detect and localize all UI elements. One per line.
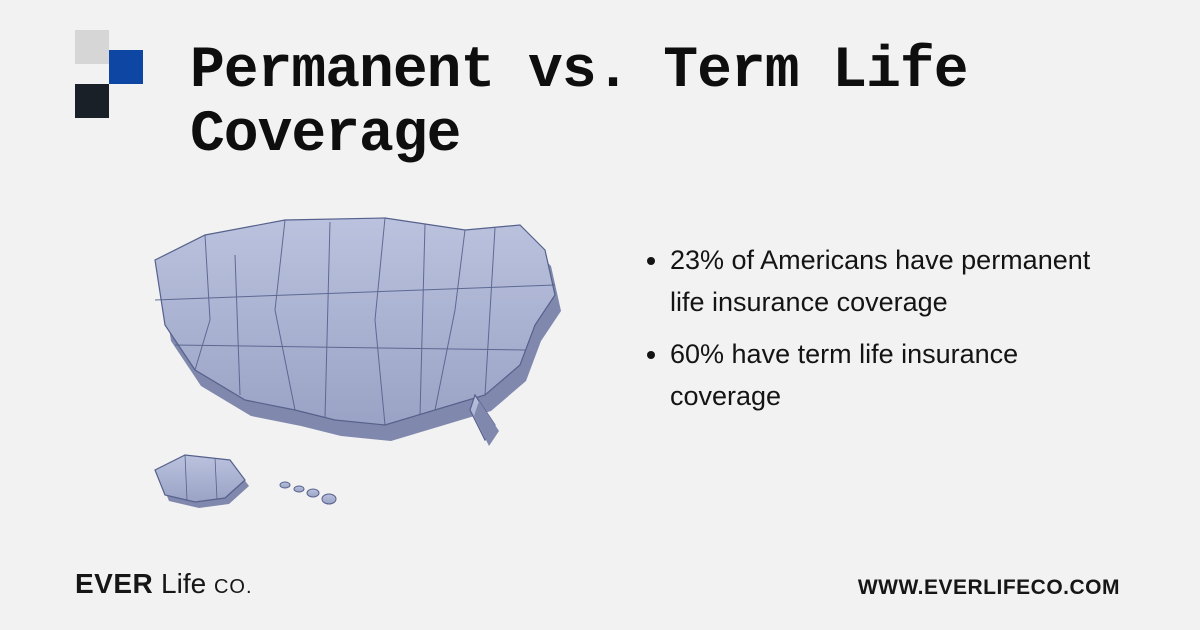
logo-square-dark [75, 84, 109, 118]
brand-ever: EVER [75, 568, 153, 599]
usa-map [125, 200, 585, 520]
footer: EVER Life CO. WWW.EVERLIFECO.COM [75, 568, 1120, 600]
logo-square-light [75, 30, 109, 64]
page-title: Permanent vs. Term Life Coverage [190, 40, 1130, 168]
logo-squares [75, 30, 175, 130]
brand-life: Life [153, 568, 214, 599]
bullet-item: 23% of Americans have permanent life ins… [670, 240, 1120, 324]
bullet-list: 23% of Americans have permanent life ins… [640, 240, 1120, 427]
brand-logo-text: EVER Life CO. [75, 568, 253, 600]
bullet-item: 60% have term life insurance coverage [670, 334, 1120, 418]
logo-square-blue [109, 50, 143, 84]
brand-co: CO. [214, 576, 253, 598]
footer-url: WWW.EVERLIFECO.COM [858, 576, 1120, 600]
